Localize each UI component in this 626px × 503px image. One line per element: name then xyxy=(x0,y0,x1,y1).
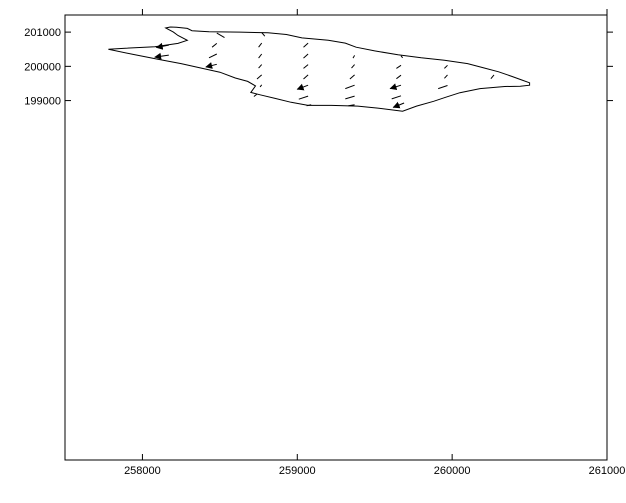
vector-arrow xyxy=(352,55,356,59)
x-tick-label: 258000 xyxy=(124,465,161,477)
vector-arrow xyxy=(490,74,495,80)
vector-arrow xyxy=(258,42,263,48)
vector-arrow xyxy=(438,85,448,90)
y-tick-label: 200000 xyxy=(24,61,61,73)
vector-arrow xyxy=(298,95,309,100)
vector-arrow xyxy=(211,43,218,48)
y-tick-label: 201000 xyxy=(24,27,61,39)
vector-arrow xyxy=(345,95,355,100)
vector-arrow xyxy=(389,83,402,91)
vector-arrow xyxy=(216,32,225,39)
vector-arrow xyxy=(259,84,263,88)
vector-arrow xyxy=(400,55,403,59)
vector-arrow xyxy=(155,42,169,50)
vector-arrow xyxy=(303,42,309,48)
vector-arrow xyxy=(391,95,402,100)
axis-ticks xyxy=(65,9,613,460)
flow-vectors xyxy=(154,32,495,109)
vector-arrow xyxy=(253,93,258,97)
vector-arrow xyxy=(306,104,312,107)
x-tick-label: 260000 xyxy=(434,465,471,477)
vector-arrow xyxy=(444,64,448,69)
tick-labels: 258000 259000 260000 261000 199000 200000 2010… xyxy=(24,27,625,477)
x-tick-label: 259000 xyxy=(279,465,316,477)
vector-arrow xyxy=(392,101,405,109)
vector-arrow xyxy=(296,83,309,91)
vector-arrow xyxy=(154,52,169,60)
plot-frame xyxy=(64,14,608,461)
vector-arrow xyxy=(348,104,355,107)
vector-arrow xyxy=(258,64,263,69)
survey-area-boundary xyxy=(108,26,531,112)
vector-arrow xyxy=(396,74,402,80)
vector-arrow xyxy=(303,53,309,59)
vector-arrow xyxy=(208,53,218,59)
y-tick-label: 199000 xyxy=(24,96,61,108)
vector-arrow xyxy=(205,62,217,69)
vector-arrow xyxy=(303,74,309,80)
vector-arrow xyxy=(345,84,355,90)
vector-arrow xyxy=(256,74,263,80)
vector-arrow xyxy=(351,64,355,69)
vector-arrow xyxy=(396,64,402,69)
x-tick-label: 261000 xyxy=(589,465,626,477)
vector-arrow xyxy=(261,32,266,37)
vector-arrow xyxy=(303,64,309,69)
vector-arrow xyxy=(258,53,263,59)
vector-arrow xyxy=(349,74,355,80)
vector-arrow xyxy=(444,74,448,79)
